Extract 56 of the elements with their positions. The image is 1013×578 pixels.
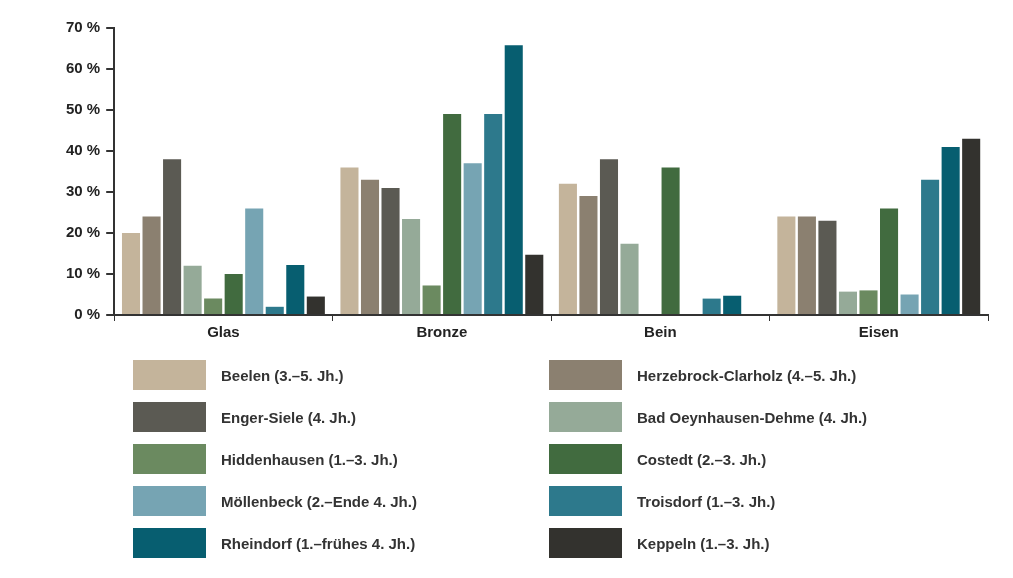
legend-label: Troisdorf (1.–3. Jh.) [637, 492, 776, 510]
bar [558, 183, 577, 314]
y-tick-label: 10 % [65, 264, 101, 282]
y-tick-label: 20 % [65, 223, 101, 241]
bar [599, 159, 619, 314]
bar [579, 196, 598, 314]
bar [723, 295, 742, 314]
bar [381, 187, 400, 314]
legend-label: Enger-Siele (4. Jh.) [221, 408, 357, 426]
y-tick-label: 50 % [65, 100, 101, 118]
x-tick-label: Eisen [858, 323, 899, 341]
bar [880, 208, 899, 314]
legend-label: Möllenbeck (2.–Ende 4. Jh.) [221, 492, 417, 510]
bar [859, 290, 878, 314]
bar [340, 167, 359, 314]
y-tick-label: 60 % [65, 59, 101, 77]
bar [204, 298, 223, 314]
bar [224, 274, 243, 314]
bar [422, 285, 441, 314]
bar [121, 233, 141, 314]
legend-label: Hiddenhausen (1.–3. Jh.) [221, 450, 398, 468]
bar [163, 159, 182, 314]
legend-label: Costedt (2.–3. Jh.) [637, 450, 767, 468]
bar [183, 265, 202, 314]
y-tick-label: 30 % [65, 182, 101, 200]
y-tick-label: 40 % [65, 141, 101, 159]
x-tick-label: Bronze [416, 323, 468, 341]
y-tick-label: 0 % [74, 305, 101, 323]
bar [702, 298, 721, 314]
legend-label: Beelen (3.–5. Jh.) [221, 366, 344, 384]
bar [142, 216, 161, 314]
bar [777, 216, 796, 314]
bar [265, 306, 284, 314]
legend-label: Herzebrock-Clarholz (4.–5. Jh.) [637, 366, 857, 384]
bar [463, 163, 482, 314]
bar [484, 114, 503, 314]
legend-label: Rheindorf (1.–frühes 4. Jh.) [221, 534, 416, 552]
bar [900, 294, 919, 314]
bar [443, 114, 462, 314]
bar [661, 167, 680, 314]
bar [245, 208, 264, 314]
x-tick-label: Bein [644, 323, 677, 341]
bar [838, 291, 858, 314]
bar [504, 45, 523, 314]
bar [921, 179, 940, 314]
y-tick-label: 70 % [65, 18, 101, 36]
bar [360, 179, 380, 314]
bar [620, 243, 639, 314]
bar [286, 264, 305, 314]
legend-label: Bad Oeynhausen-Dehme (4. Jh.) [637, 408, 868, 426]
bar [402, 219, 421, 314]
legend-label: Keppeln (1.–3. Jh.) [637, 534, 770, 552]
bar [941, 146, 960, 314]
bar [797, 216, 816, 314]
x-tick-label: Glas [207, 323, 240, 341]
bar [818, 220, 837, 314]
